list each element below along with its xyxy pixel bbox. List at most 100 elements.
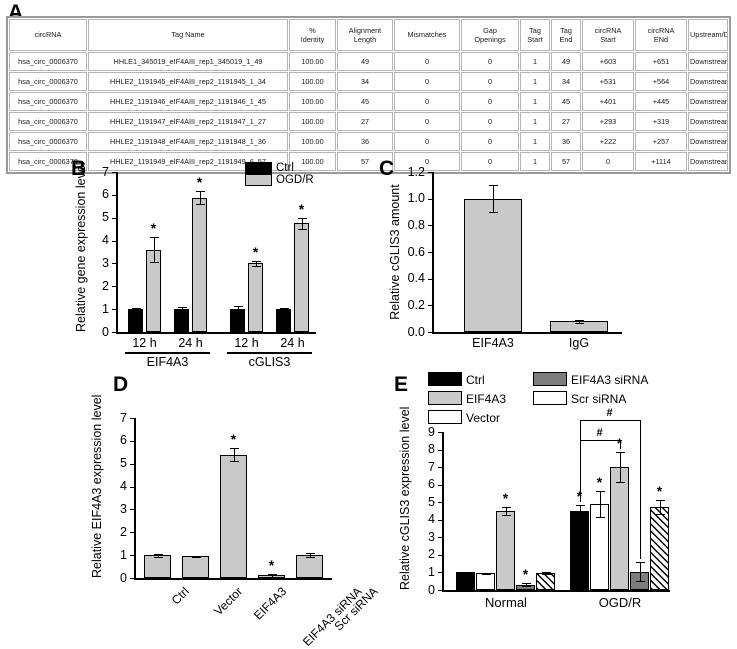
y-axis-tick	[438, 484, 442, 486]
table-cell-circrna: hsa_circ_0006370	[9, 72, 87, 91]
table-row: hsa_circ_0006370 HHLE1_345019_eIF4AIII_re…	[9, 52, 728, 71]
y-axis-tick	[428, 198, 432, 200]
table-cell-tag: HHLE2_1191946_eIF4AIII_rep2_1191946_1_45	[88, 92, 288, 111]
group-underline	[227, 352, 312, 354]
error-bar	[182, 306, 183, 311]
table-cell-tag-start: 1	[520, 112, 550, 131]
y-axis-tick-label: 4	[120, 479, 127, 494]
panel-b-chart: 0 1 2 3 4 5 6 7 Relative gene expression level * 1…	[60, 150, 365, 368]
y-axis-tick	[130, 509, 134, 511]
table-cell-mismatches: 0	[394, 92, 460, 111]
y-axis-tick-label: 2	[102, 278, 109, 293]
error-bar-cap	[489, 212, 498, 213]
y-axis-tick	[112, 240, 116, 242]
bar-ogdr	[192, 197, 207, 332]
bar-ctrl	[570, 511, 589, 590]
panel-d-chart: 0 1 2 3 4 5 6 7 Relative EIF4A3 expression level…	[60, 370, 380, 649]
y-axis-tick-label: 8	[428, 442, 435, 457]
table-row: hsa_circ_0006370 HHLE2_1191947_eIF4AIII_r…	[9, 112, 728, 131]
significance-star: *	[268, 556, 275, 573]
error-bar-cap	[298, 229, 307, 231]
significance-star: *	[252, 244, 259, 261]
circrna-alignment-table: circRNA Tag Name % Identity Alignment Le…	[6, 16, 731, 174]
significance-star: *	[522, 565, 529, 582]
table-cell-alignment-length: 36	[337, 132, 393, 151]
table-cell-identity: 100.00	[289, 92, 336, 111]
error-bar	[579, 320, 580, 323]
col-header-circ-end-line1: circRNA	[647, 25, 675, 35]
table-cell-alignment-length: 45	[337, 92, 393, 111]
error-bar-cap	[150, 237, 159, 239]
table-cell-alignment-length: 57	[337, 152, 393, 171]
y-axis-tick	[112, 286, 116, 288]
y-axis-line	[442, 432, 444, 590]
bar-ogdr	[248, 263, 263, 332]
table-cell-identity: 100.00	[289, 52, 336, 71]
y-axis-tick	[130, 486, 134, 488]
legend-label-eif4a3: EIF4A3	[466, 392, 507, 406]
y-axis-tick-label: 2	[428, 547, 435, 562]
table-header-row: circRNA Tag Name % Identity Alignment Le…	[9, 19, 728, 51]
table-cell-circ-start: +222	[582, 132, 634, 151]
x-axis-category-label: 24 h	[178, 336, 203, 350]
y-axis-tick-label: 9	[428, 424, 435, 439]
error-bar-cap	[616, 482, 625, 484]
table-cell-gap-openings: 0	[461, 132, 519, 151]
error-bar-cap	[502, 507, 511, 509]
error-bar	[234, 448, 235, 461]
error-bar-cap	[482, 572, 491, 574]
y-axis-label: Relative cGLIS3 amount	[388, 184, 402, 320]
bar-eif4a3	[610, 467, 629, 590]
table-cell-identity: 100.00	[289, 152, 336, 171]
y-axis-tick	[438, 537, 442, 539]
error-bar-cap	[502, 514, 511, 516]
y-axis-label: Relative gene expression level	[74, 162, 88, 332]
bar-ctrl	[174, 308, 189, 332]
y-axis-line	[134, 418, 136, 578]
table-cell-updown: Downstream	[688, 152, 728, 171]
error-bar-cap	[132, 308, 141, 310]
y-axis-tick	[112, 332, 116, 333]
col-header-tag-start-line1: Tag	[529, 25, 541, 35]
error-bar	[310, 553, 311, 557]
significance-star: *	[298, 200, 305, 217]
error-bar-cap	[268, 576, 277, 578]
table-body: hsa_circ_0006370 HHLE1_345019_eIF4AIII_re…	[9, 52, 728, 171]
table-cell-tag: HHLE2_1191948_eIF4AIII_rep2_1191948_1_36	[88, 132, 288, 151]
table-cell-mismatches: 0	[394, 132, 460, 151]
error-bar-cap	[150, 262, 159, 264]
table-cell-gap-openings: 0	[461, 92, 519, 111]
bar-scr-sirna	[536, 573, 555, 590]
bar-ctrl	[144, 555, 171, 578]
table-cell-alignment-length: 34	[337, 72, 393, 91]
table-cell-circ-start: +401	[582, 92, 634, 111]
y-axis-tick-label: 7	[428, 459, 435, 474]
error-bar-cap	[522, 586, 531, 588]
col-header-circ-end-line2: ENd	[653, 35, 669, 44]
table-cell-gap-openings: 0	[461, 112, 519, 131]
table-cell-alignment-length: 27	[337, 112, 393, 131]
table-cell-mismatches: 0	[394, 72, 460, 91]
table-cell-tag: HHLE1_345019_eIF4AIII_rep1_345019_1_49	[88, 52, 288, 71]
error-bar-cap	[542, 574, 551, 576]
error-bar-cap	[596, 516, 605, 518]
error-bar	[640, 561, 641, 582]
error-bar-cap	[576, 504, 585, 506]
col-header-tag-end: Tag End	[551, 19, 581, 51]
table-cell-circ-end: +445	[635, 92, 687, 111]
table-cell-tag-start: 1	[520, 152, 550, 171]
table-cell-circ-start: +293	[582, 112, 634, 131]
table-cell-gap-openings: 0	[461, 52, 519, 71]
error-bar	[620, 452, 621, 483]
y-axis-tick	[130, 440, 134, 442]
legend-swatch-ogdr	[245, 174, 272, 186]
bar-eif4a3-sirna	[630, 571, 649, 590]
panel-letter-b: B	[71, 157, 87, 180]
col-header-tag-end-line2: End	[559, 35, 573, 44]
table-cell-tag-start: 1	[520, 72, 550, 91]
panel-a-table-container: circRNA Tag Name % Identity Alignment Le…	[6, 16, 731, 174]
table-cell-circrna: hsa_circ_0006370	[9, 52, 87, 71]
error-bar-cap	[462, 571, 471, 573]
table-cell-circ-end: +1114	[635, 152, 687, 171]
table-cell-circ-end: +257	[635, 132, 687, 151]
